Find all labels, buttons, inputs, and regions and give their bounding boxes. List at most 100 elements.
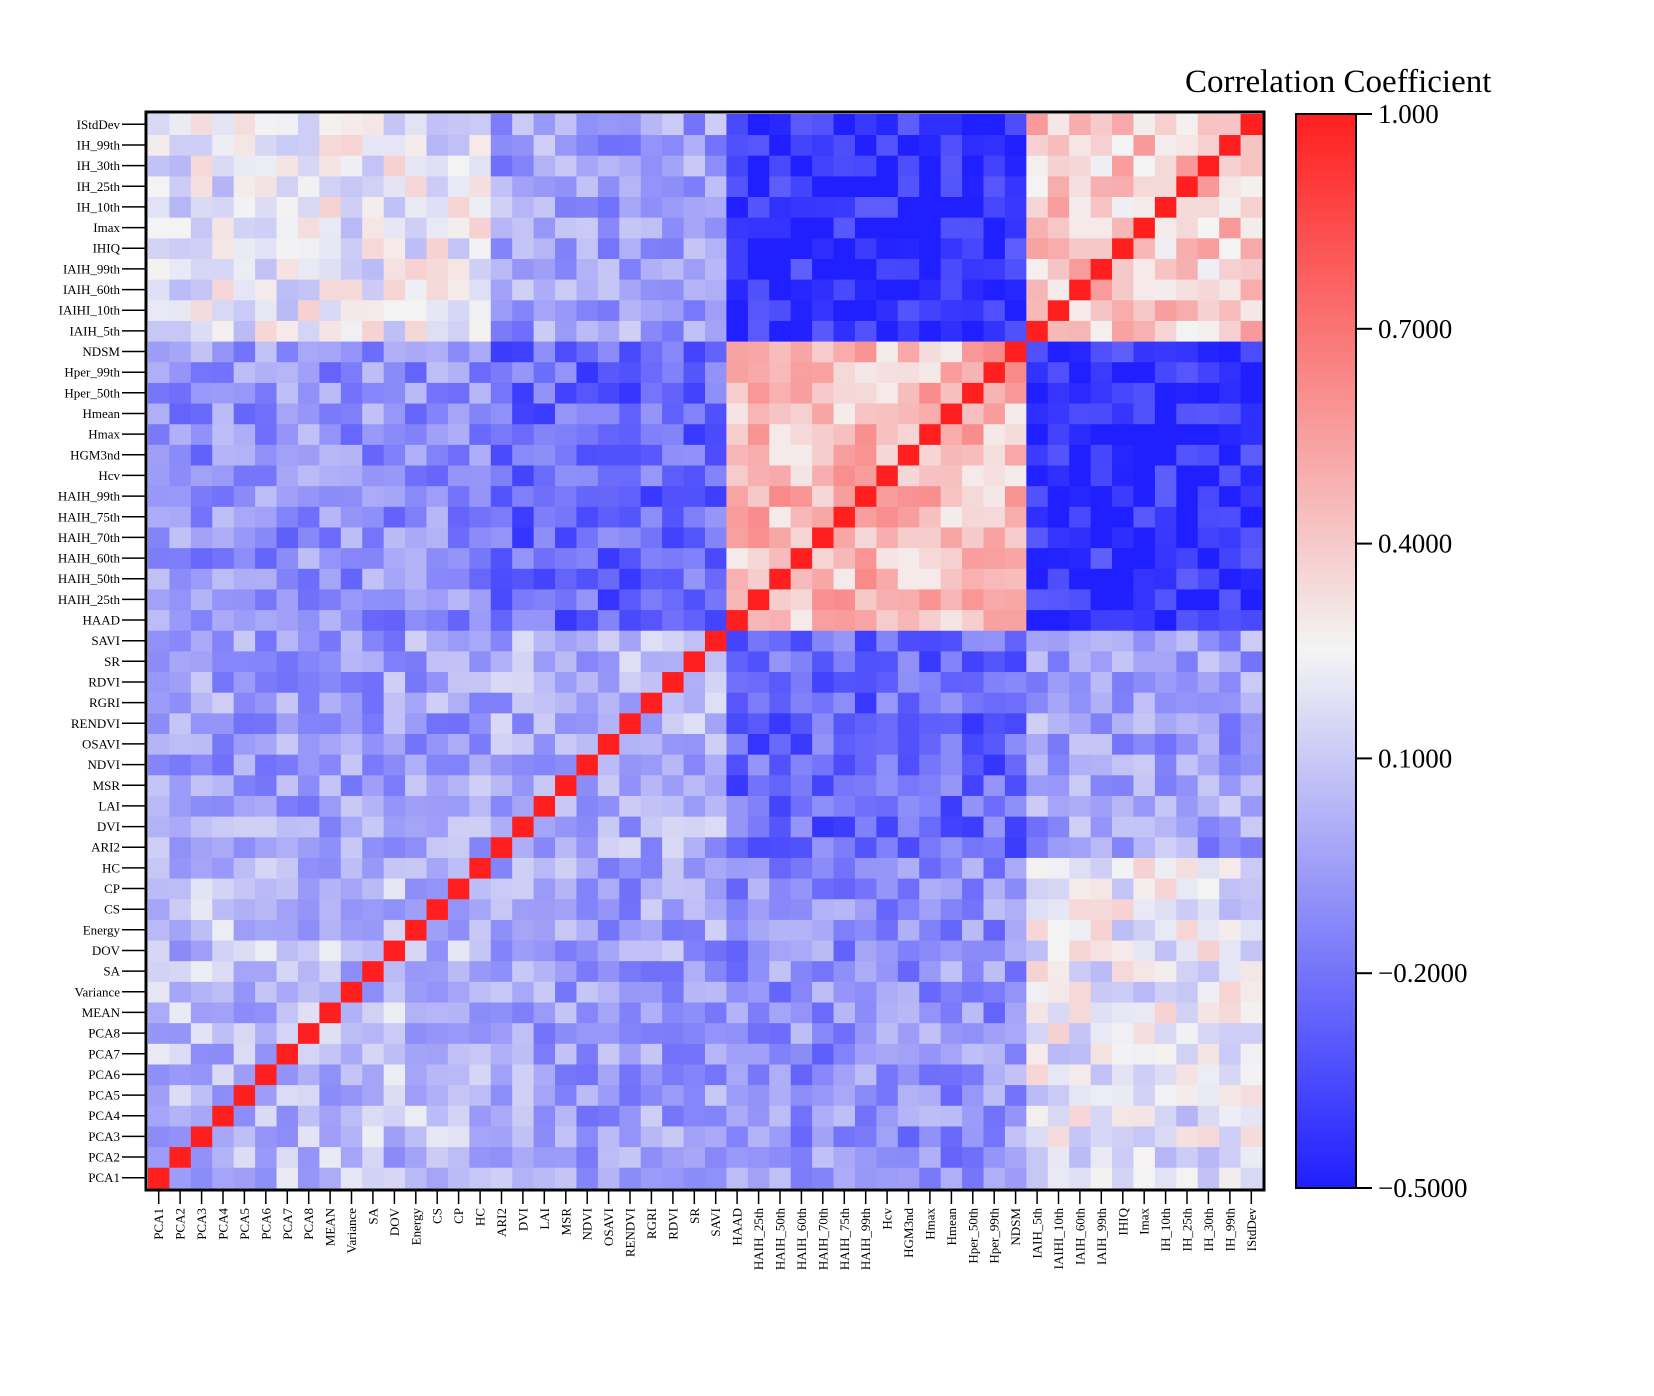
heatmap-cell [276,279,299,301]
heatmap-cell [1090,217,1113,239]
colorbar-title: Correlation Coefficient [1185,64,1491,100]
heatmap-cell [297,1043,320,1065]
heatmap-cell [812,795,834,817]
heatmap-cell [576,382,599,404]
heatmap-cell [705,1146,727,1168]
heatmap-cell [683,547,706,569]
heatmap-cell [297,754,320,776]
heatmap-cell [148,712,170,735]
heatmap-cell [362,795,385,817]
heatmap-cell [319,712,342,735]
heatmap-cell [640,506,663,528]
heatmap-cell [962,155,984,177]
heatmap-cell [405,444,427,466]
heatmap-cell [319,1105,342,1127]
heatmap-cell [148,237,170,259]
heatmap-cell [1240,878,1263,900]
heatmap-cell [619,114,642,136]
heatmap-cell [983,1126,1006,1148]
heatmap-cell [897,795,920,817]
heatmap-cell [747,547,770,569]
heatmap-cell [576,299,599,321]
heatmap-cell [555,341,577,363]
heatmap-cell [1197,196,1220,218]
heatmap-cell [255,857,277,879]
heatmap-cell [812,692,834,714]
heatmap-cell [1004,1126,1027,1148]
heatmap-cell [233,403,256,425]
heatmap-cell [962,196,984,218]
heatmap-cell [919,940,942,962]
heatmap-cell [619,299,642,321]
row-label: HAIH_50th [58,571,121,586]
heatmap-cell [983,609,1006,631]
heatmap-cell [876,258,899,280]
heatmap-cell [1069,1022,1092,1044]
heatmap-cell [319,671,342,693]
heatmap-cell [962,1084,984,1106]
heatmap-cell [790,609,813,631]
heatmap-cell [1133,940,1156,962]
heatmap-cell [1154,155,1177,177]
plot-frame [144,110,1266,1192]
heatmap-cell [233,878,256,900]
heatmap-cell [790,258,813,280]
heatmap-cell [490,940,513,962]
heatmap-cell [1026,981,1049,1003]
row-label: PCA2 [88,1150,120,1165]
heatmap-cell [812,630,834,652]
heatmap-cell [276,341,299,363]
heatmap-cell [983,299,1006,321]
heatmap-cell [1026,258,1049,280]
heatmap-cell [190,919,213,941]
heatmap-cell [619,1167,642,1189]
heatmap-cell [319,361,342,383]
heatmap-cell [1047,878,1070,900]
heatmap-cell [1197,1105,1220,1127]
heatmap-cell [1154,527,1177,549]
heatmap-cell [1047,712,1070,735]
heatmap-cell [1069,712,1092,735]
heatmap-cell [148,527,170,549]
colorbar-tick-label: −0.5000 [1378,1173,1467,1203]
heatmap-cell [876,816,899,838]
heatmap-cell [1133,1167,1156,1189]
heatmap-cell [383,774,406,796]
heatmap-cell [297,217,320,239]
heatmap-cell [1090,444,1113,466]
heatmap-cell [340,485,363,507]
heatmap-cell [233,795,256,817]
heatmap-cell [533,898,556,920]
heatmap-cell [812,857,834,879]
heatmap-cell [1154,568,1177,590]
heatmap-cell [940,754,963,776]
heatmap-cell [1004,836,1027,858]
heatmap-cell [362,1146,385,1168]
heatmap-cell [148,1022,170,1044]
heatmap-cell [619,217,642,239]
heatmap-cell [533,1126,556,1148]
row-label: IAIH_99th [63,261,121,276]
heatmap-cell [705,589,727,611]
heatmap-cell [705,568,727,590]
heatmap-cell [533,196,556,218]
heatmap-cell [297,836,320,858]
row-label: HAIH_75th [58,509,121,524]
heatmap-cell [769,403,792,425]
heatmap-cell [619,1064,642,1086]
heatmap-cell [662,1084,684,1106]
heatmap-cell [1090,237,1113,259]
heatmap-cell [1176,651,1199,673]
heatmap-cell [1133,134,1156,156]
heatmap-cell [962,754,984,776]
heatmap-cell [769,836,792,858]
heatmap-cell [940,320,963,342]
heatmap-cell [897,444,920,466]
heatmap-cell [1176,609,1199,631]
heatmap-cell [1047,816,1070,838]
heatmap-cell [190,320,213,342]
heatmap-cell [1154,341,1177,363]
heatmap-cell [169,465,192,487]
heatmap-cell [1197,712,1220,735]
heatmap-cell [533,981,556,1003]
